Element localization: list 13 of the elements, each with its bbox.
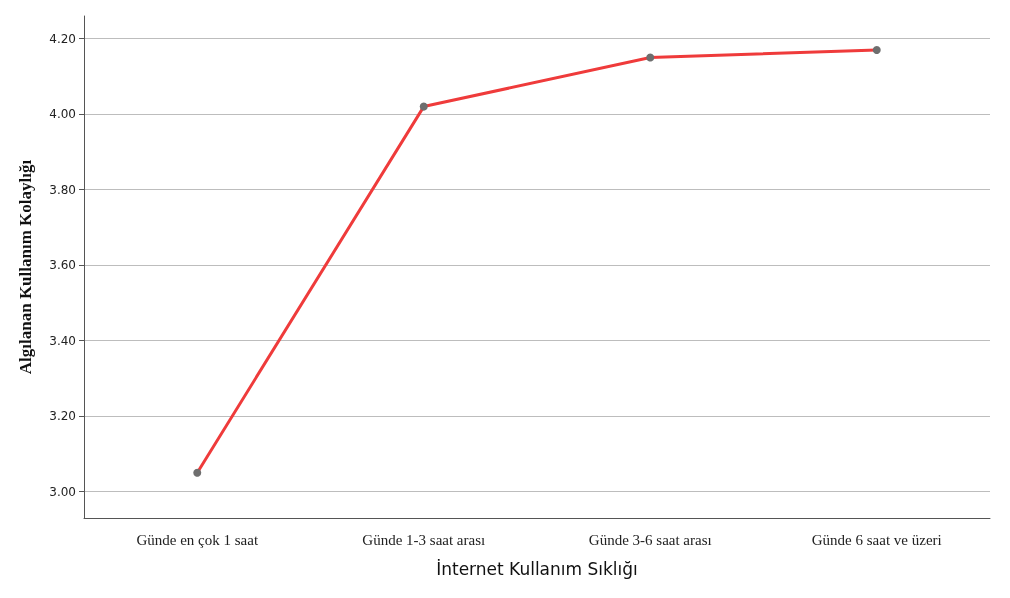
y-tick-label: 3.20 [49, 409, 76, 424]
x-tick-label: Günde 3-6 saat arası [588, 531, 712, 548]
y-tick-label: 3.80 [49, 182, 76, 197]
x-tick-label: Günde en çok 1 saat [136, 531, 259, 548]
y-axis-title: Algılanan Kullanım Kolaylığı [16, 159, 35, 375]
x-axis-title: İnternet Kullanım Sıklığı [436, 558, 638, 579]
y-tick-label: 4.20 [49, 31, 76, 46]
y-tick-label: 4.00 [49, 107, 76, 122]
x-tick-label: Günde 6 saat ve üzeri [811, 531, 942, 548]
x-tick-label: Günde 1-3 saat arası [362, 531, 486, 548]
y-tick-label: 3.40 [49, 333, 76, 348]
y-tick-label: 3.60 [49, 258, 76, 273]
y-tick-label: 3.00 [49, 484, 76, 499]
